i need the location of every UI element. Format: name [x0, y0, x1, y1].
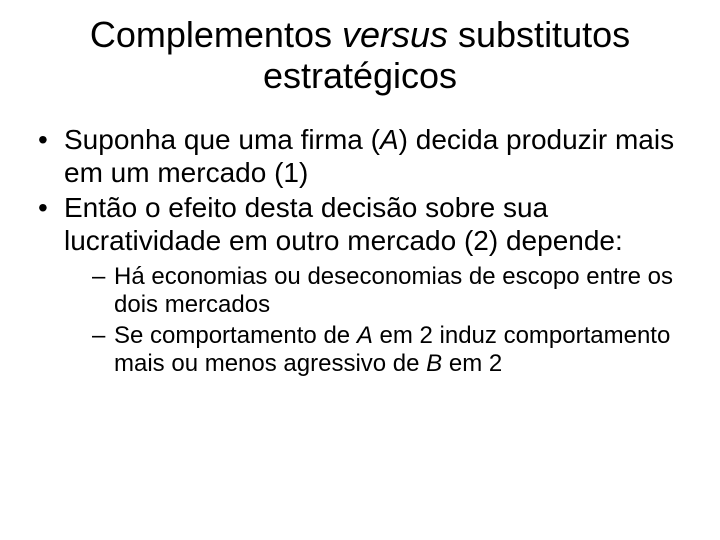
bullet-2: Então o efeito desta decisão sobre sua l…: [36, 191, 684, 378]
sub-bullet-1: Há economias ou deseconomias de escopo e…: [92, 263, 684, 320]
bullet-1: Suponha que uma firma (A) decida produzi…: [36, 123, 684, 189]
sub-bullet-2: Se comportamento de A em 2 induz comport…: [92, 322, 684, 379]
sub-bullet-2-p1: Se comportamento de: [114, 322, 357, 349]
title-part-1: Complementos: [90, 14, 342, 55]
title-italic: versus: [342, 14, 448, 55]
bullet-1-italic: A: [380, 124, 399, 155]
bullet-2-text: Então o efeito desta decisão sobre sua l…: [64, 192, 623, 256]
sub-bullet-2-i2: B: [426, 350, 442, 377]
bullet-list: Suponha que uma firma (A) decida produzi…: [36, 123, 684, 378]
slide: Complementos versus substitutos estratég…: [0, 0, 720, 540]
sub-bullet-list: Há economias ou deseconomias de escopo e…: [64, 263, 684, 378]
sub-bullet-2-p3: em 2: [442, 350, 502, 377]
sub-bullet-2-i1: A: [357, 322, 373, 349]
slide-title: Complementos versus substitutos estratég…: [36, 14, 684, 97]
sub-bullet-1-text: Há economias ou deseconomias de escopo e…: [114, 263, 673, 318]
bullet-1-pre: Suponha que uma firma (: [64, 124, 380, 155]
